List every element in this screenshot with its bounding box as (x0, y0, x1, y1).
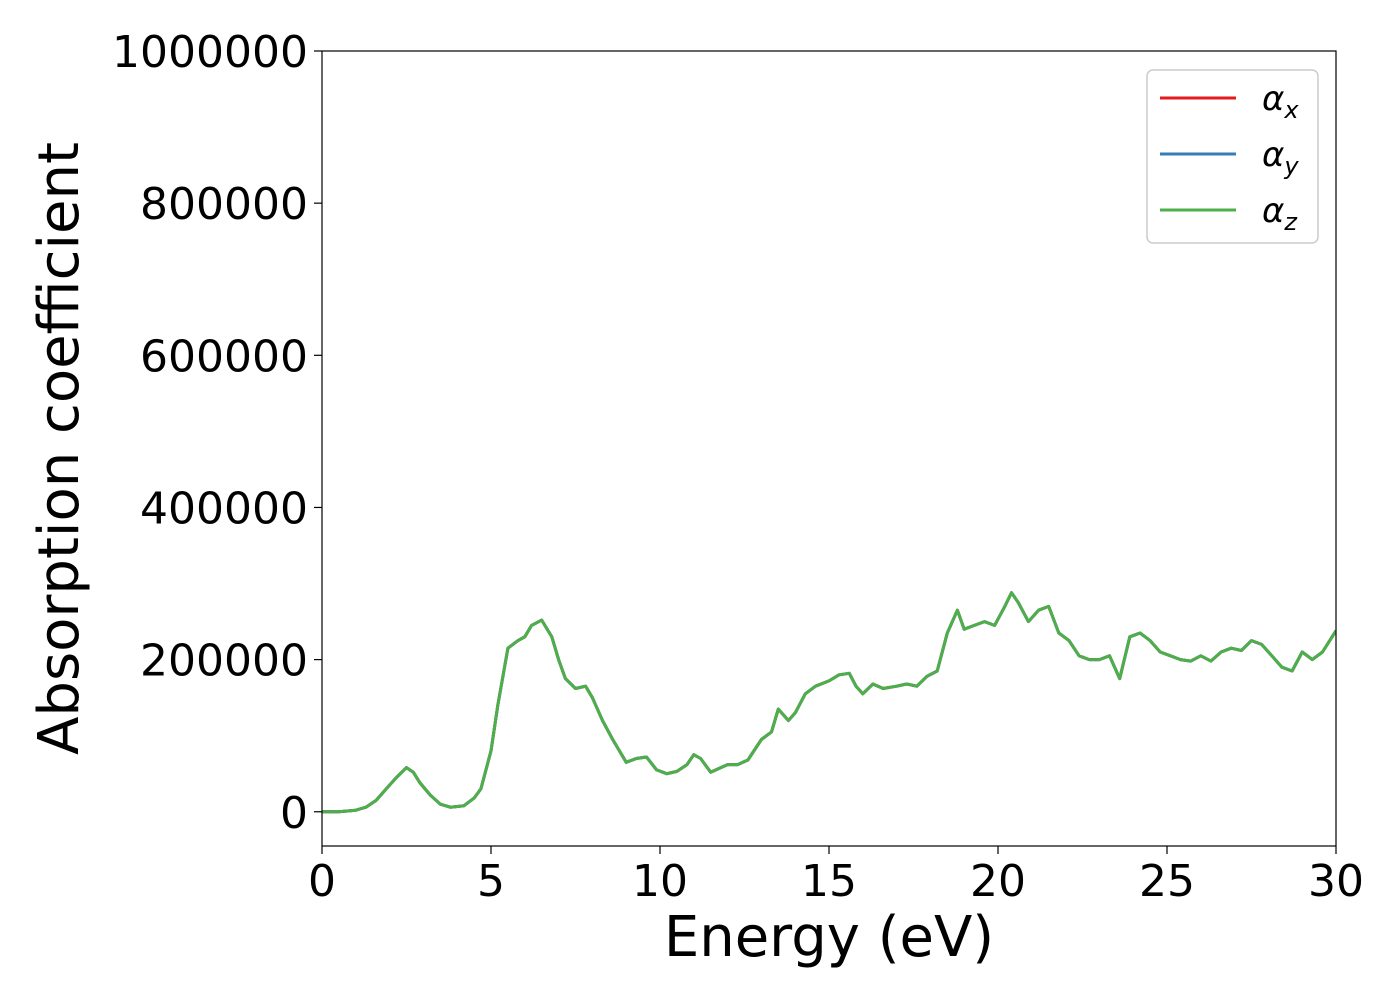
y-axis-title: Absorption coefficient (27, 142, 92, 755)
legend-label-base: α (1262, 135, 1284, 175)
y-tick-label: 200000 (140, 636, 308, 687)
legend-label-y: αy (1262, 135, 1299, 180)
x-tick-label: 20 (970, 856, 1026, 907)
y-tick-label: 0 (280, 788, 308, 839)
x-tick-label: 10 (632, 856, 688, 907)
legend-label-sub: x (1283, 96, 1299, 124)
x-tick-label: 25 (1139, 856, 1195, 907)
legend-label-z: αz (1262, 191, 1298, 236)
x-tick-label: 0 (308, 856, 336, 907)
legend-label-base: α (1262, 79, 1284, 119)
series-line-y (322, 591, 1336, 814)
series-line-z (322, 591, 1336, 814)
legend-box (1146, 69, 1319, 244)
x-axis-title: Energy (eV) (664, 905, 994, 970)
y-tick-label: 1000000 (112, 27, 308, 78)
x-tick-label: 5 (477, 856, 505, 907)
legend-label-sub: z (1283, 208, 1298, 236)
y-tick-label: 400000 (140, 483, 308, 534)
x-axis: 0 5 10 15 20 25 30 (308, 846, 1364, 907)
plot-lines (322, 591, 1336, 814)
x-tick-label: 30 (1308, 856, 1364, 907)
y-tick-label: 600000 (140, 331, 308, 382)
x-tick-label: 15 (801, 856, 857, 907)
y-tick-label: 800000 (140, 179, 308, 230)
legend-label-sub: y (1283, 152, 1299, 180)
y-axis: 0 200000 400000 600000 800000 1000000 (112, 27, 322, 839)
series-line-x (322, 591, 1336, 814)
legend-label-x: αx (1262, 79, 1299, 124)
legend-label-base: α (1262, 191, 1284, 231)
